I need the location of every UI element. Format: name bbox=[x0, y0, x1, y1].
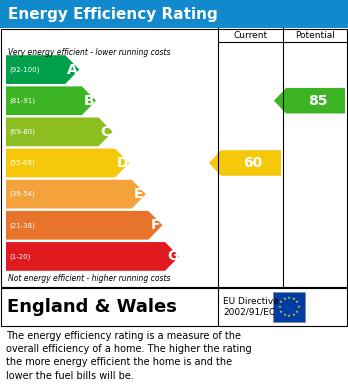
Text: The energy efficiency rating is a measure of the
overall efficiency of a home. T: The energy efficiency rating is a measur… bbox=[6, 331, 252, 380]
Text: E: E bbox=[134, 187, 143, 201]
Text: (1-20): (1-20) bbox=[9, 253, 30, 260]
Text: ★: ★ bbox=[292, 297, 295, 301]
Bar bbox=[0, 0, 348, 28]
Text: (55-68): (55-68) bbox=[9, 160, 35, 166]
Text: 60: 60 bbox=[243, 156, 263, 170]
Text: (21-38): (21-38) bbox=[9, 222, 35, 228]
Text: EU Directive
2002/91/EC: EU Directive 2002/91/EC bbox=[223, 297, 279, 317]
Text: ★: ★ bbox=[287, 314, 291, 318]
Polygon shape bbox=[6, 180, 146, 208]
Text: B: B bbox=[84, 94, 95, 108]
Text: (39-54): (39-54) bbox=[9, 191, 35, 197]
Text: G: G bbox=[167, 249, 179, 264]
Text: ★: ★ bbox=[283, 313, 286, 317]
Text: Current: Current bbox=[234, 30, 268, 39]
Text: F: F bbox=[150, 218, 160, 232]
Text: ★: ★ bbox=[283, 297, 286, 301]
Text: ★: ★ bbox=[279, 300, 283, 304]
Text: C: C bbox=[101, 125, 111, 139]
Text: ★: ★ bbox=[279, 310, 283, 314]
Text: ★: ★ bbox=[295, 300, 299, 304]
Bar bbox=[1, 29, 347, 287]
Text: ★: ★ bbox=[295, 310, 299, 314]
Text: England & Wales: England & Wales bbox=[7, 298, 177, 316]
Polygon shape bbox=[6, 149, 129, 178]
Text: ★: ★ bbox=[287, 296, 291, 300]
Polygon shape bbox=[6, 55, 79, 84]
Text: ★: ★ bbox=[292, 313, 295, 317]
Bar bbox=[1, 288, 347, 326]
Polygon shape bbox=[274, 88, 345, 113]
Polygon shape bbox=[6, 117, 112, 146]
Text: ★: ★ bbox=[278, 305, 282, 309]
Polygon shape bbox=[6, 242, 179, 271]
Text: A: A bbox=[67, 63, 78, 77]
Text: ★: ★ bbox=[296, 305, 300, 309]
Bar bbox=[0, 28, 348, 288]
Text: (69-80): (69-80) bbox=[9, 129, 35, 135]
Polygon shape bbox=[6, 211, 163, 240]
Text: 85: 85 bbox=[308, 94, 327, 108]
Text: D: D bbox=[117, 156, 129, 170]
Text: Not energy efficient - higher running costs: Not energy efficient - higher running co… bbox=[8, 274, 171, 283]
Text: Very energy efficient - lower running costs: Very energy efficient - lower running co… bbox=[8, 48, 171, 57]
Text: (92-100): (92-100) bbox=[9, 66, 39, 73]
Text: (81-91): (81-91) bbox=[9, 97, 35, 104]
Bar bbox=[273, 292, 305, 322]
Polygon shape bbox=[6, 86, 96, 115]
Text: Potential: Potential bbox=[295, 30, 335, 39]
Polygon shape bbox=[209, 150, 281, 176]
Text: Energy Efficiency Rating: Energy Efficiency Rating bbox=[8, 7, 218, 22]
